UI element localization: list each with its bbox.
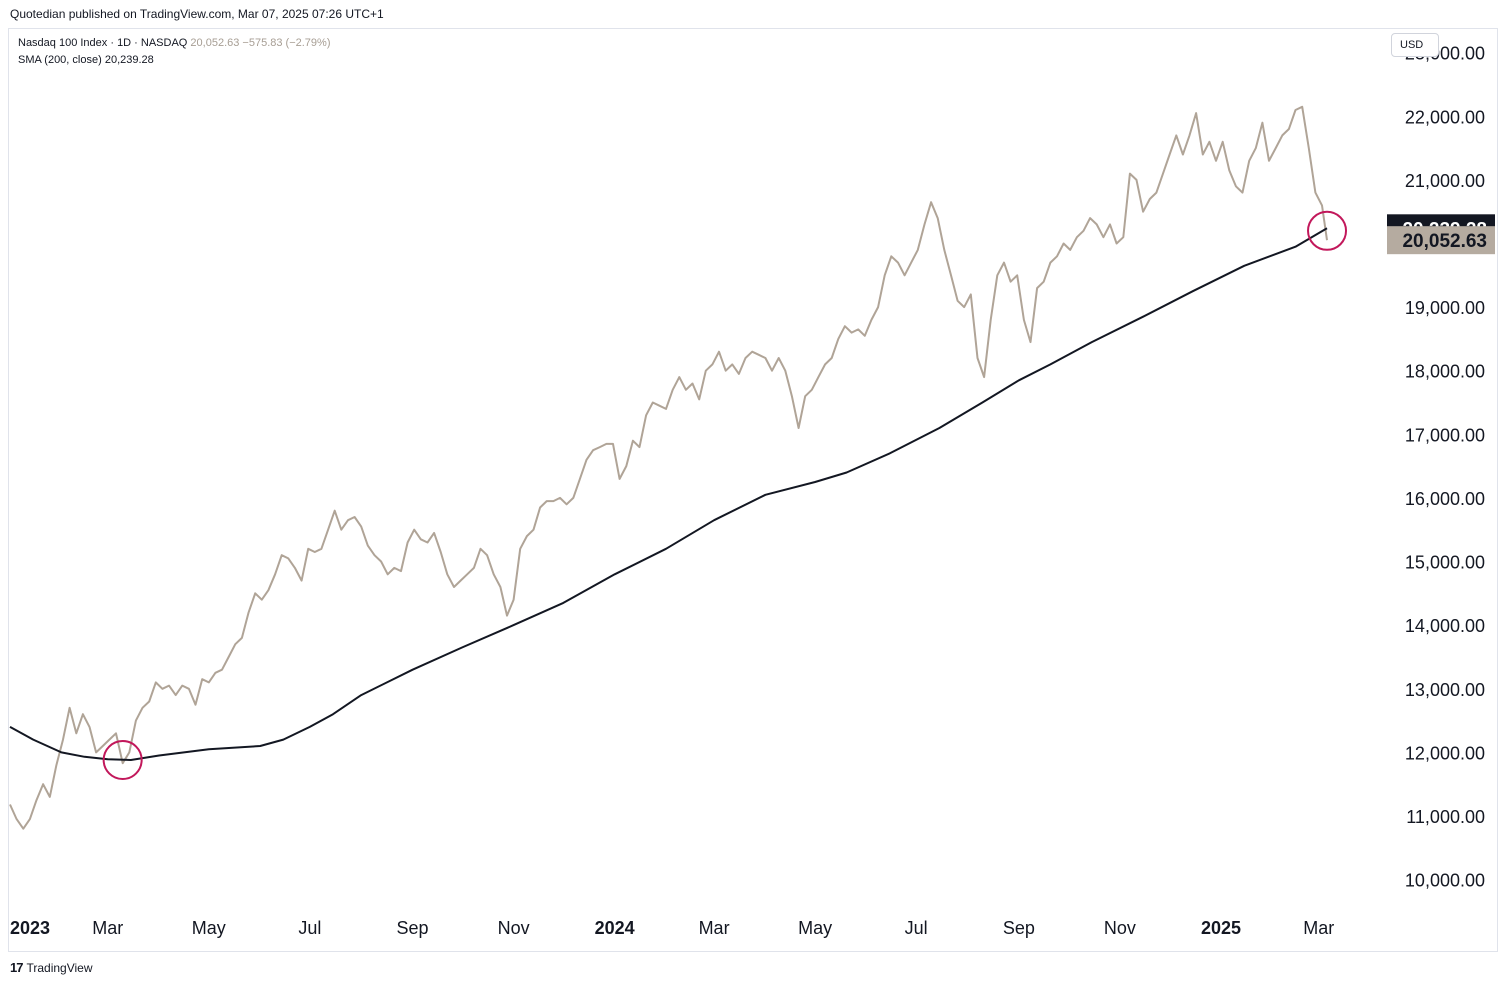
y-tick-label: 12,000.00 <box>1405 743 1485 763</box>
y-tick-label: 21,000.00 <box>1405 171 1485 191</box>
y-tick-label: 19,000.00 <box>1405 298 1485 318</box>
legend-symbol-row[interactable]: Nasdaq 100 Index · 1D · NASDAQ 20,052.63… <box>18 35 331 52</box>
x-tick-label: May <box>798 918 832 938</box>
x-tick-label: Mar <box>1303 918 1334 938</box>
x-tick-label: Nov <box>1104 918 1136 938</box>
y-tick-label: 18,000.00 <box>1405 362 1485 382</box>
tradingview-logo-icon: 17 <box>10 960 24 975</box>
y-tick-label: 14,000.00 <box>1405 616 1485 636</box>
x-tick-label: May <box>192 918 226 938</box>
legend-change: −575.83 (−2.79%) <box>242 37 331 49</box>
footer-brand: TradingView <box>26 960 93 975</box>
x-tick-label: Sep <box>397 918 429 938</box>
price-last-badge-bg <box>1387 226 1495 255</box>
y-tick-label: 16,000.00 <box>1405 489 1485 509</box>
y-tick-label: 10,000.00 <box>1405 871 1485 891</box>
x-tick-label: 2024 <box>595 918 635 938</box>
y-tick-label: 15,000.00 <box>1405 553 1485 573</box>
legend-symbol: Nasdaq 100 Index · 1D · NASDAQ <box>18 37 188 49</box>
x-tick-label: Sep <box>1003 918 1035 938</box>
x-tick-label: Jul <box>905 918 928 938</box>
chart-frame <box>8 28 1498 952</box>
legend-sma-label: SMA (200, close) <box>18 54 102 66</box>
price-series-line <box>9 105 1328 830</box>
annotation-circle <box>1307 210 1348 251</box>
x-tick-label: Nov <box>498 918 530 938</box>
legend-sma-row[interactable]: SMA (200, close) 20,239.28 <box>18 52 331 69</box>
legend-sma-value: 20,239.28 <box>104 54 154 66</box>
y-tick-label: 22,000.00 <box>1405 107 1485 127</box>
sma-series-line <box>9 227 1328 761</box>
x-tick-label: 2025 <box>1201 918 1241 938</box>
footer: 17 TradingView <box>10 960 93 975</box>
x-tick-label: Mar <box>92 918 123 938</box>
chart-legend: Nasdaq 100 Index · 1D · NASDAQ 20,052.63… <box>18 35 331 69</box>
price-last-badge: 20,052.63 <box>1402 231 1487 252</box>
y-tick-label: 13,000.00 <box>1405 680 1485 700</box>
x-tick-label: 2023 <box>10 918 50 938</box>
x-tick-label: Jul <box>298 918 321 938</box>
x-tick-label: Mar <box>699 918 730 938</box>
publisher-line: Quotedian published on TradingView.com, … <box>10 7 384 21</box>
y-tick-label: 11,000.00 <box>1406 807 1485 827</box>
y-tick-label: 17,000.00 <box>1405 425 1485 445</box>
currency-button[interactable]: USD <box>1391 33 1439 57</box>
annotation-circle <box>102 739 143 780</box>
legend-last-price: 20,052.63 <box>190 37 240 49</box>
